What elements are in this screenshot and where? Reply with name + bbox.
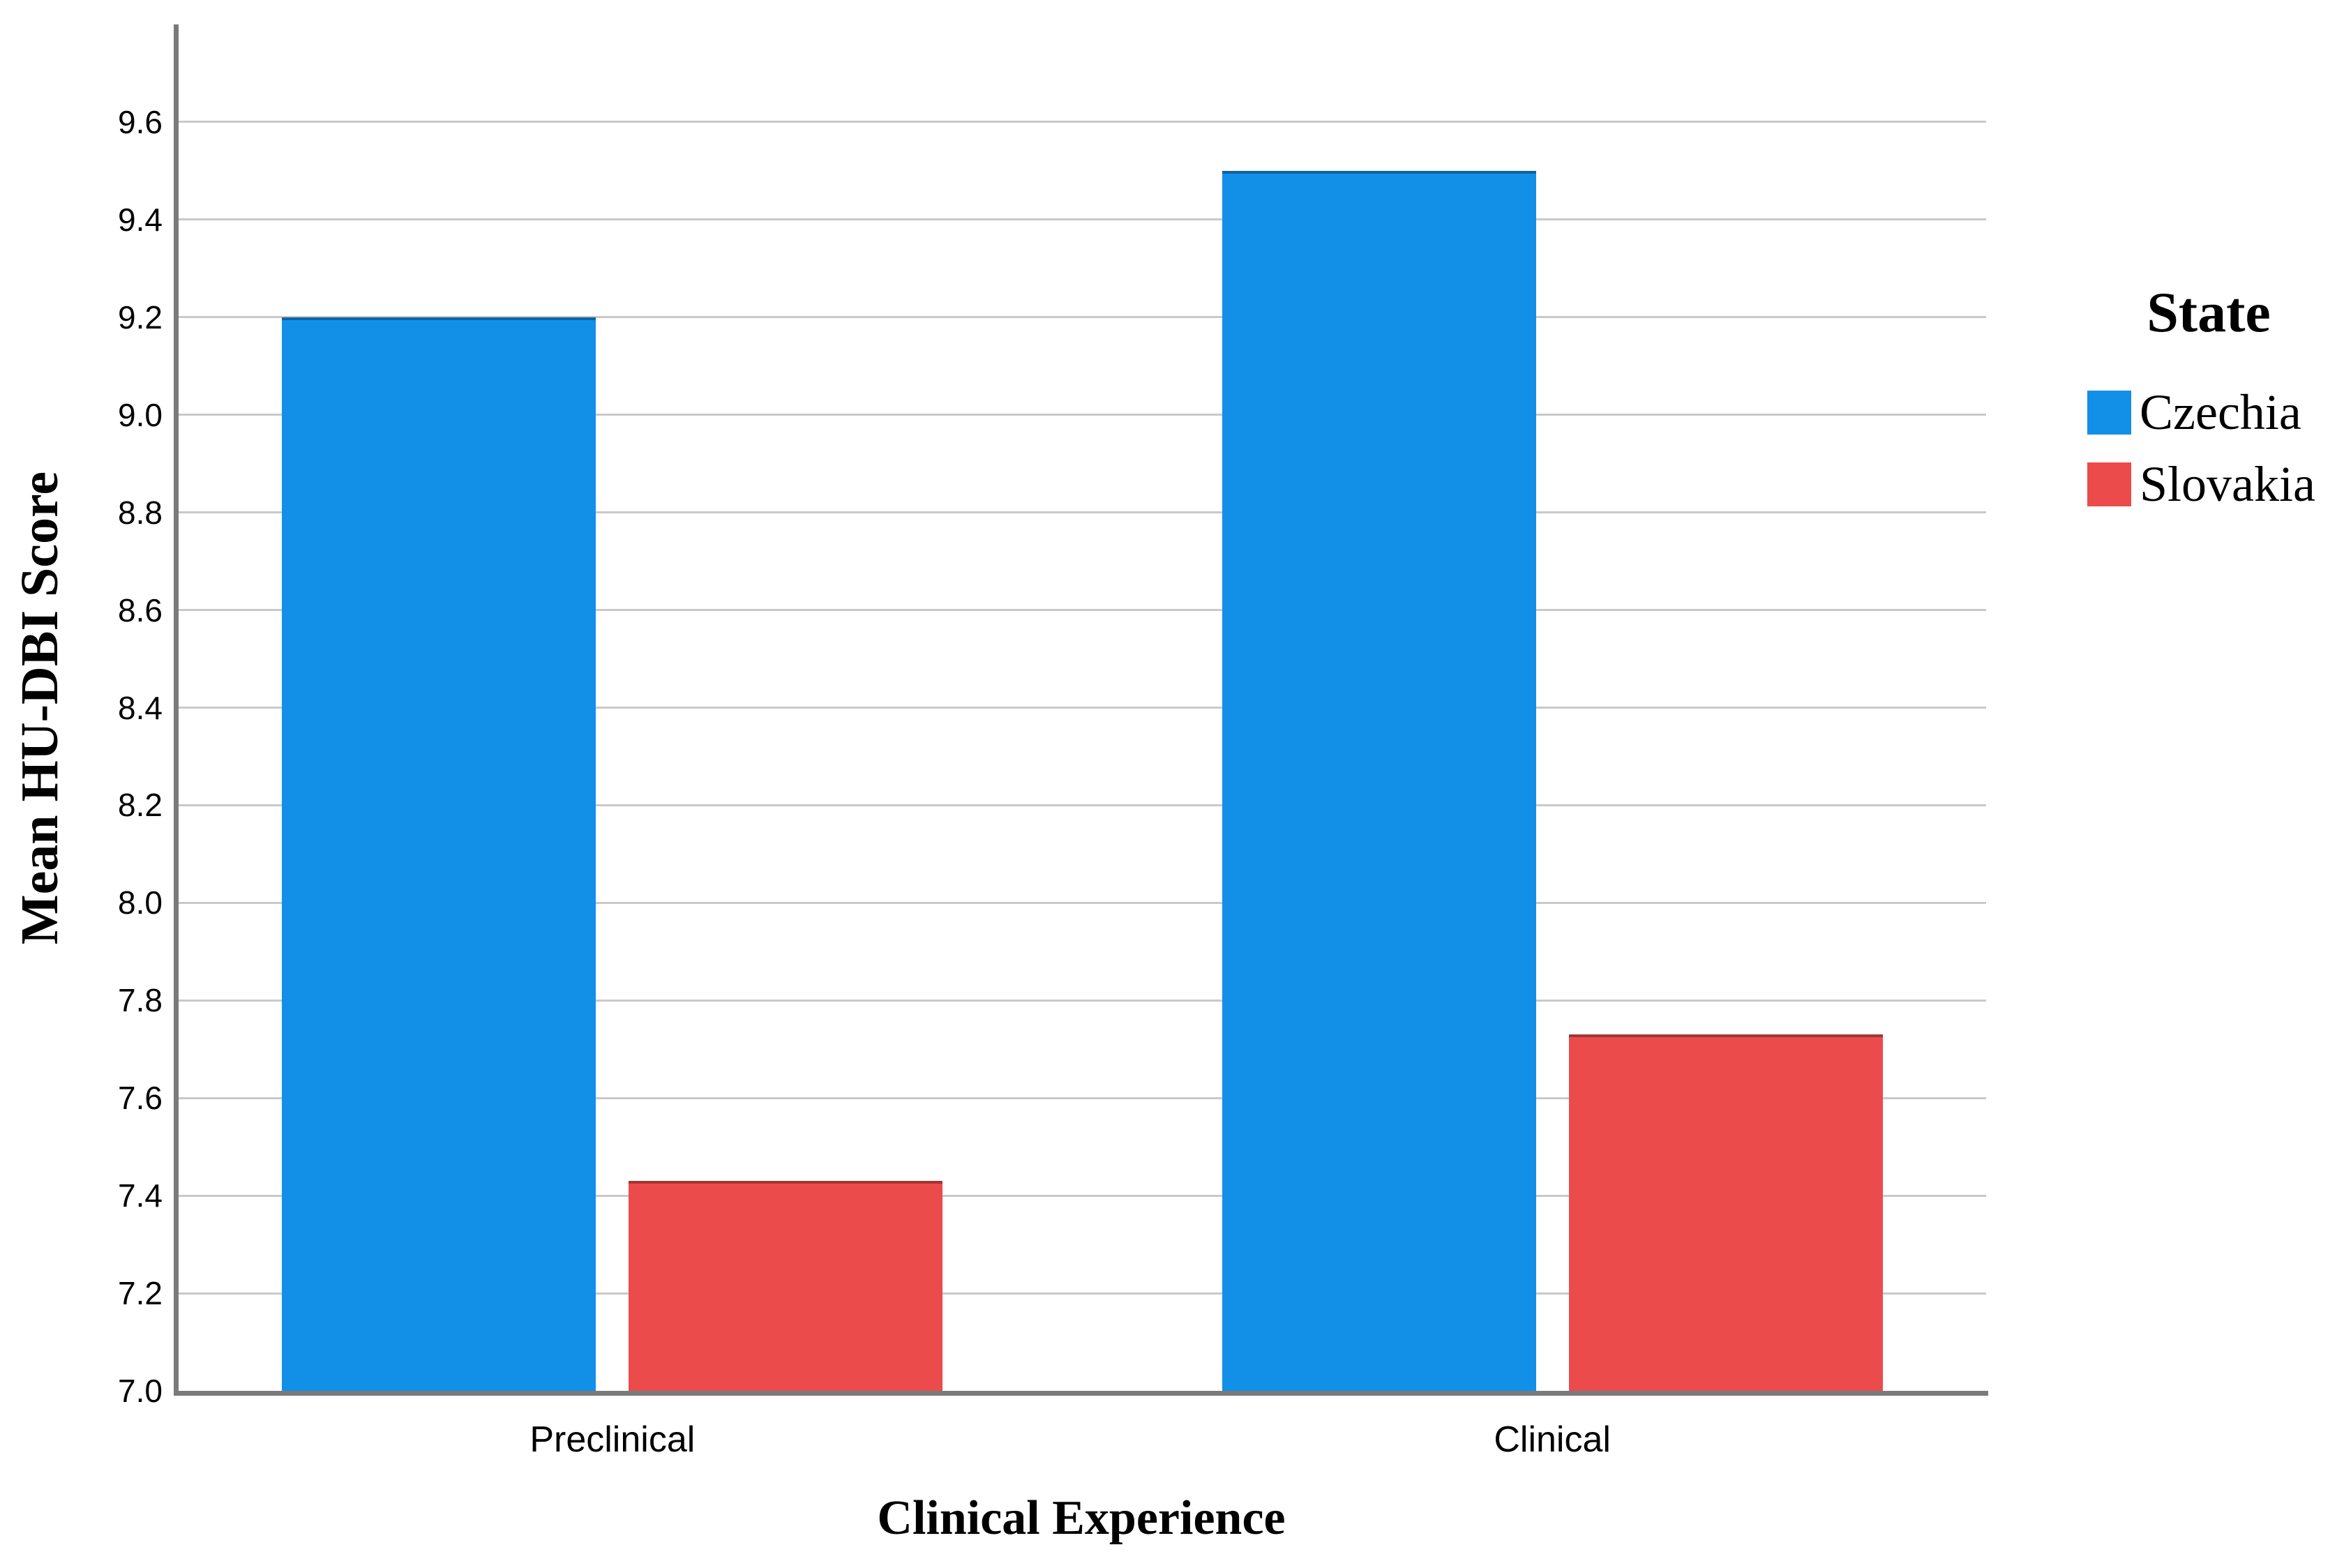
gridline [179,218,1986,221]
x-axis-line [174,1391,1988,1396]
plot-area [179,24,1986,1391]
bar-czechia-clinical [1222,170,1536,1391]
y-tick-label: 7.0 [118,1373,163,1409]
x-tick-label-clinical: Clinical [1494,1419,1611,1460]
gridline [179,804,1986,806]
legend-label: Slovakia [2140,456,2315,512]
y-tick-label: 7.6 [118,1080,163,1117]
y-tick-label: 9.0 [118,396,163,433]
y-tick-label: 9.2 [118,299,163,336]
y-tick-label: 9.6 [118,103,163,140]
gridline [179,121,1986,123]
legend-title: State [2147,280,2271,344]
y-tick-label: 7.4 [118,1177,163,1214]
x-tick-label-preclinical: Preclinical [529,1419,696,1460]
y-tick-label: 8.8 [118,494,163,531]
legend-entry-czechia: Czechia [2087,386,2330,438]
gridline [179,511,1986,514]
gridline [179,414,1986,416]
bar-slovakia-clinical [1568,1034,1883,1391]
gridline [179,609,1986,612]
gridline [179,901,1986,904]
gridline [179,707,1986,709]
bar-czechia-preclinical [282,317,596,1391]
y-tick-label: 8.6 [118,591,163,628]
y-tick-label: 8.4 [118,689,163,726]
y-tick-label: 9.4 [118,201,163,238]
gridline [179,316,1986,319]
y-tick-label: 7.2 [118,1275,163,1312]
legend-swatch-czechia [2087,390,2131,435]
gridline [179,1194,1986,1197]
legend-entry-slovakia: Slovakia [2087,458,2330,510]
y-tick-label: 8.0 [118,884,163,921]
x-axis-title: Clinical Experience [877,1491,1286,1545]
y-tick-label: 8.2 [118,787,163,824]
legend-entries: Czechia Slovakia [2087,386,2330,510]
legend: State Czechia Slovakia [2087,278,2330,510]
gridline [179,1096,1986,1099]
gridline [179,999,1986,1002]
legend-swatch-slovakia [2087,462,2131,506]
gridline [179,1292,1986,1295]
legend-label: Czechia [2140,384,2301,440]
y-tick-label: 7.8 [118,982,163,1019]
bar-slovakia-preclinical [629,1181,943,1391]
y-axis-line [174,24,179,1396]
